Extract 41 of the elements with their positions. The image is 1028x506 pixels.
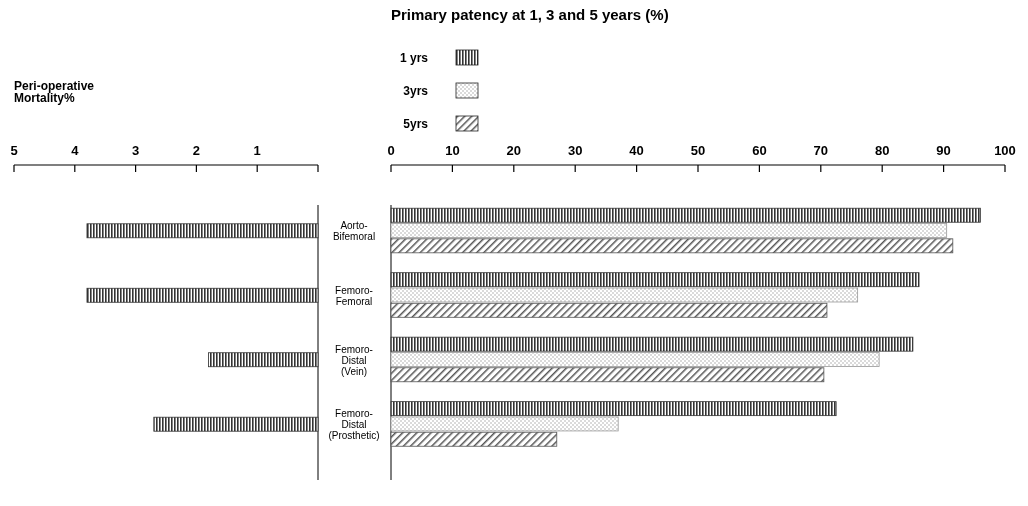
bar (390, 287, 859, 303)
legend-label: 1 yrs (399, 51, 429, 65)
bar (390, 302, 828, 318)
legend-label: 5yrs (403, 117, 429, 131)
bar (390, 336, 914, 352)
x-tick-label: 30 (567, 143, 583, 158)
x-tick-label: 4 (71, 143, 80, 158)
x-tick-label: 60 (752, 143, 767, 158)
y-tick-label: Femoro-Distal (Prosthetic) (328, 408, 380, 442)
bar (390, 223, 948, 238)
y-tick-label: Femoro-Femoral (335, 284, 373, 307)
bar (390, 272, 920, 288)
x-tick-label: 3 (131, 143, 140, 158)
x-tick-label: 80 (874, 143, 890, 158)
x-tick-label: 70 (813, 143, 829, 158)
x-tick-label: 5 (10, 143, 18, 158)
bar (390, 367, 825, 383)
chart-title: Peri-operative Mortality% (14, 79, 95, 105)
bar (86, 287, 319, 303)
bar (86, 223, 319, 239)
y-tick-label: Femoro-Distal (Vein) (335, 343, 373, 377)
x-tick-label: 2 (192, 143, 201, 158)
bar (153, 416, 319, 432)
bar (390, 401, 837, 417)
y-tick-label: Aorto-Bifemoral (332, 220, 376, 243)
x-tick-label: 50 (690, 143, 706, 158)
legend-label: 3yrs (403, 84, 429, 98)
x-tick-label: 100 (994, 143, 1016, 158)
x-tick-label: 90 (936, 143, 951, 158)
x-tick-label: 1 (253, 143, 261, 158)
bar (390, 238, 954, 254)
x-tick-label: 10 (445, 143, 460, 158)
bar (390, 352, 880, 367)
chart-title: Primary patency at 1, 3 and 5 years (%) (391, 6, 669, 23)
x-tick-label: 40 (629, 143, 644, 158)
bar (208, 352, 319, 368)
bar (390, 416, 619, 432)
x-tick-label: 20 (506, 143, 522, 158)
x-tick-label: 0 (387, 143, 395, 158)
bar (390, 431, 558, 447)
bar (390, 207, 981, 223)
